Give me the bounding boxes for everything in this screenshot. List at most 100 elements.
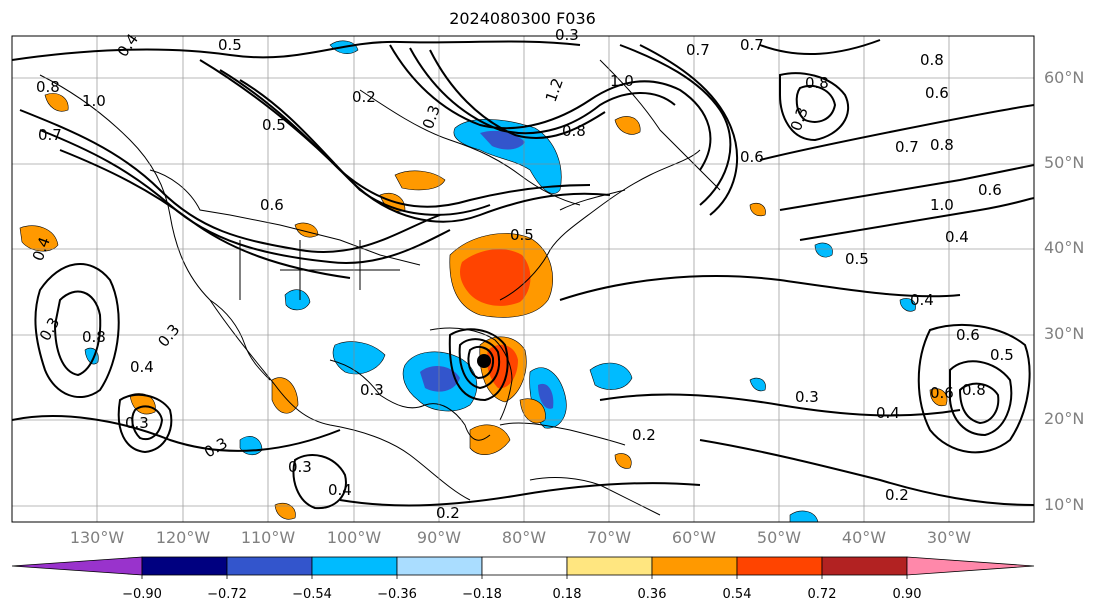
contour-label: 0.7 [38, 126, 62, 144]
contour-labels: 0.5 0.4 0.8 1.0 0.7 0.2 0.3 0.5 0.6 0.7 … [29, 26, 1014, 522]
contour-label: 0.8 [36, 78, 60, 96]
colorbar-bin [396, 556, 483, 576]
longitude-label: 80°W [501, 528, 547, 547]
contour-label: 1.0 [930, 196, 954, 214]
colorbar-tick-label: 0.72 [807, 587, 837, 602]
colorbar-tick-label: −0.18 [462, 587, 502, 602]
contour-label: 0.8 [962, 381, 986, 399]
negative-region [749, 377, 766, 392]
colorbar-tick-label: 0.18 [552, 587, 582, 602]
colorbar-bin [226, 556, 313, 576]
contour-label: 0.8 [930, 136, 954, 154]
contour-label: 0.8 [562, 122, 586, 140]
contour-label: 0.5 [510, 226, 534, 244]
contour-label: 0.7 [895, 138, 919, 156]
negative-region [420, 366, 460, 392]
latitude-label: 20°N [1044, 409, 1085, 428]
contour-label: 0.2 [352, 88, 376, 106]
contour-layer [12, 39, 1034, 510]
positive-region [274, 502, 296, 520]
colorbar-max-triangle [906, 556, 1035, 576]
longitude-label: 50°W [756, 528, 802, 547]
contour-label: 0.2 [632, 426, 656, 444]
positive-region [929, 388, 948, 407]
longitude-label: 60°W [671, 528, 717, 547]
positive-region [469, 424, 511, 455]
longitude-label: 100°W [326, 528, 382, 547]
contour-label: 0.5 [990, 346, 1014, 364]
colorbar-bin [141, 556, 228, 576]
colorbar-tick-label: 0.36 [637, 587, 667, 602]
longitude-label: 90°W [416, 528, 462, 547]
longitude-label: 70°W [586, 528, 632, 547]
positive-region [394, 170, 446, 191]
contour-label: 0.8 [805, 74, 829, 92]
contour-label: 0.6 [978, 181, 1002, 199]
contour-label: 0.6 [925, 84, 949, 102]
contour-label: 0.4 [130, 358, 154, 376]
contour-label: 0.4 [910, 291, 934, 309]
colorbar-tick-label: −0.36 [377, 587, 417, 602]
latitude-label: 30°N [1044, 324, 1085, 343]
longitude-label: 120°W [155, 528, 211, 547]
colorbar-tick-label: 0.54 [722, 587, 752, 602]
longitude-label: 40°W [841, 528, 887, 547]
contour-label: 0.6 [260, 196, 284, 214]
colorbar-tick-label: −0.90 [122, 587, 162, 602]
contour-label: 0.6 [930, 384, 954, 402]
contour-label: 0.8 [82, 328, 106, 346]
contour-label: 0.4 [876, 404, 900, 422]
figure-title: 2024080300 F036 [449, 9, 596, 28]
contour-label: 0.2 [436, 504, 460, 522]
contour-label: 1.0 [82, 92, 106, 110]
negative-region [789, 510, 819, 522]
contour-label: 0.4 [945, 228, 969, 246]
colorbar-bin [311, 556, 398, 576]
latitude-label: 50°N [1044, 153, 1085, 172]
longitude-label: 30°W [926, 528, 972, 547]
contour-label: 0.3 [360, 381, 384, 399]
graticule [12, 36, 1034, 522]
colorbar-bin [821, 556, 908, 576]
colorbar-bin [736, 556, 823, 576]
contour-label: 0.3 [125, 414, 149, 432]
contour-label: 0.6 [956, 326, 980, 344]
latitude-label: 40°N [1044, 238, 1085, 257]
contour-label: 0.5 [262, 116, 286, 134]
colorbar-tick-label: 0.90 [892, 587, 922, 602]
negative-region [538, 383, 554, 409]
contour-label: 0.4 [328, 481, 352, 499]
contour-label: 0.5 [845, 250, 869, 268]
contour-label: 0.7 [740, 36, 764, 54]
storm-center-marker [477, 354, 491, 368]
latitude-label: 10°N [1044, 495, 1085, 514]
latitude-label: 60°N [1044, 68, 1085, 87]
contour-label: 0.3 [288, 458, 312, 476]
colorbar-min-triangle [11, 556, 143, 576]
longitude-label: 130°W [69, 528, 125, 547]
colorbar-bin [481, 556, 568, 576]
contour-label: 0.5 [218, 36, 242, 54]
map-frame [11, 35, 1035, 523]
contour-label: 0.3 [555, 26, 579, 44]
colorbar-bin [566, 556, 653, 576]
contour-label: 1.0 [610, 72, 634, 90]
negative-region [814, 242, 833, 258]
longitude-label: 110°W [240, 528, 296, 547]
contour-label: 0.2 [885, 486, 909, 504]
positive-region [749, 202, 766, 217]
contour-label: 0.6 [740, 148, 764, 166]
negative-region [899, 298, 916, 312]
negative-region [284, 289, 311, 311]
contour-label: 0.7 [686, 41, 710, 59]
negative-region [589, 362, 633, 390]
colorbar-bin [651, 556, 738, 576]
colorbar [11, 556, 1035, 579]
colorbar-tick-label: −0.72 [207, 587, 247, 602]
positive-region [614, 453, 632, 469]
colorbar-tick-label: −0.54 [292, 587, 332, 602]
contour-label: 0.8 [920, 51, 944, 69]
positive-region [44, 93, 69, 112]
positive-region [614, 116, 641, 135]
